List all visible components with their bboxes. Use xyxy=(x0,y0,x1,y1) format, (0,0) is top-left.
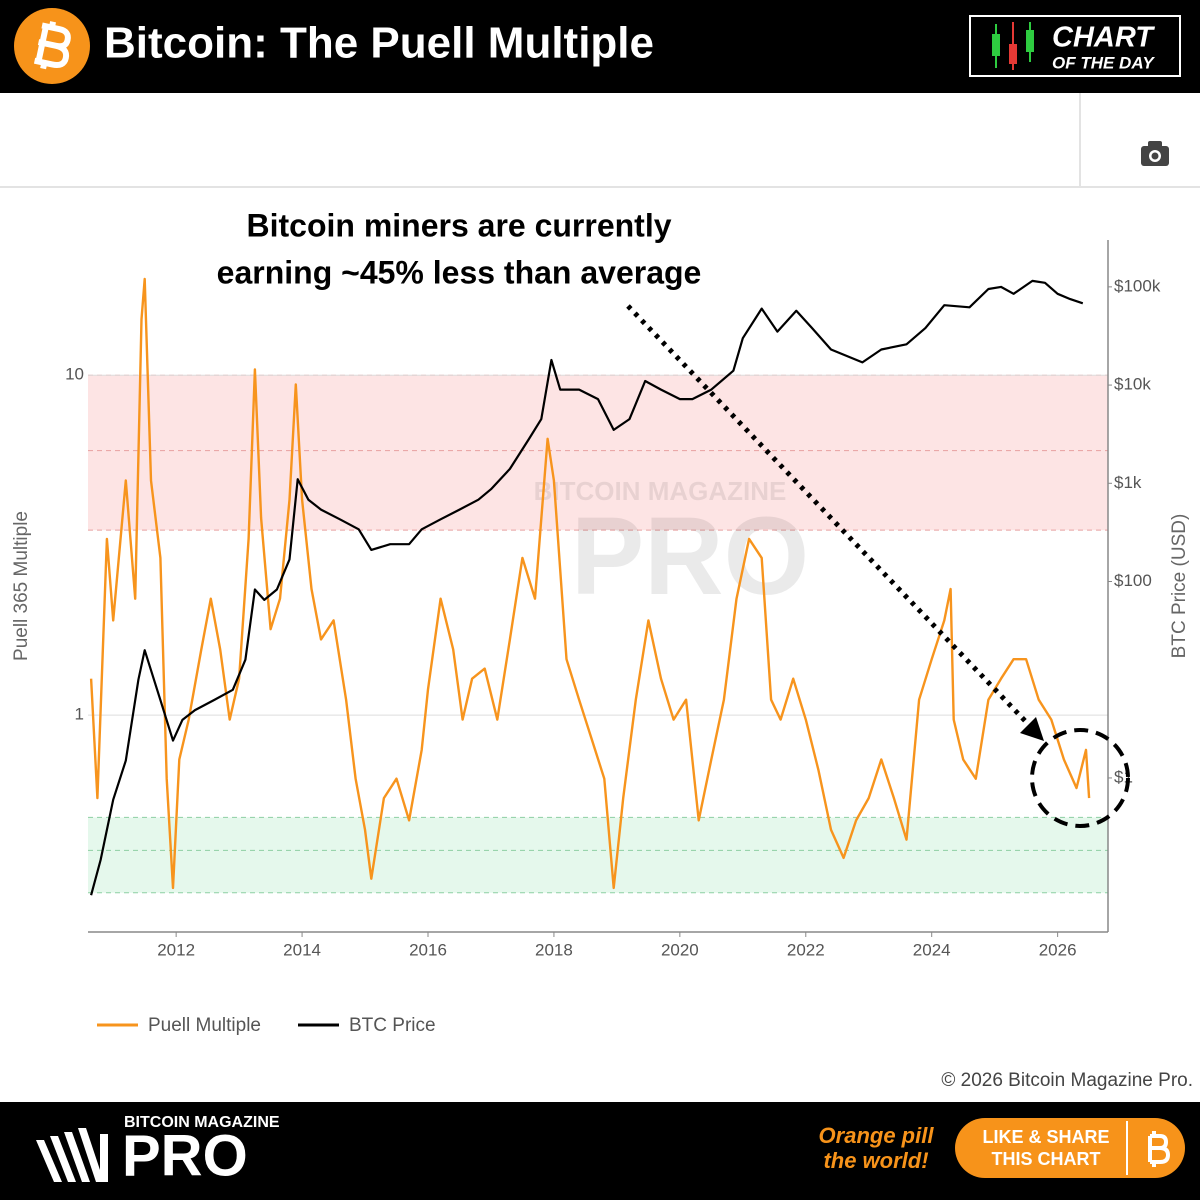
watermark: PRO xyxy=(571,495,809,618)
share-button[interactable]: LIKE & SHARE THIS CHART xyxy=(955,1118,1185,1178)
camera-button[interactable] xyxy=(1141,141,1169,166)
watermark: BITCOIN MAGAZINE xyxy=(534,476,787,506)
candles-icon xyxy=(992,22,1034,70)
badge-subtitle: OF THE DAY xyxy=(1052,53,1155,72)
copyright: © 2026 Bitcoin Magazine Pro. xyxy=(941,1070,1193,1091)
button-text: THIS CHART xyxy=(992,1149,1101,1169)
annotation: Bitcoin miners are currently xyxy=(246,207,671,243)
series-line xyxy=(89,277,1091,890)
button-text: LIKE & SHARE xyxy=(982,1127,1109,1147)
legend-label: Puell Multiple xyxy=(148,1015,261,1036)
badge-frame xyxy=(969,15,1181,77)
x-tick-label: 2012 xyxy=(157,940,195,959)
x-tick-label: 2014 xyxy=(283,940,321,959)
y2-axis-title: BTC Price (USD) xyxy=(1169,514,1190,659)
y-axis-title: Puell 365 Multiple xyxy=(11,511,32,661)
annotation: earning ~45% less than average xyxy=(217,254,702,290)
brand-stripes xyxy=(36,1128,108,1182)
y2-tick-label: $1 xyxy=(1114,767,1133,786)
x-tick-label: 2026 xyxy=(1039,940,1077,959)
brand: PRO xyxy=(122,1123,248,1188)
zone-band xyxy=(88,817,1108,893)
legend-label: BTC Price xyxy=(349,1015,436,1036)
x-tick-label: 2024 xyxy=(913,940,951,959)
y2-tick-label: $10k xyxy=(1114,375,1151,394)
x-tick-label: 2018 xyxy=(535,940,573,959)
x-tick-label: 2016 xyxy=(409,940,447,959)
y2-tick-label: $100 xyxy=(1114,571,1152,590)
slogan-line: the world! xyxy=(823,1148,928,1173)
slogan-line: Orange pill xyxy=(819,1123,935,1148)
brand-top: BITCOIN MAGAZINE xyxy=(124,1114,280,1131)
y2-tick-label: $1k xyxy=(1114,473,1142,492)
y2-tick-label: $100k xyxy=(1114,276,1161,295)
badge-title: CHART xyxy=(1052,22,1155,54)
bitcoin-logo xyxy=(14,8,90,84)
arrow-head xyxy=(1020,717,1044,741)
x-tick-label: 2020 xyxy=(661,940,699,959)
y-tick-label: 10 xyxy=(65,365,84,384)
y-tick-label: 1 xyxy=(75,705,84,724)
header-title: Bitcoin: The Puell Multiple xyxy=(104,19,654,68)
series-line xyxy=(90,279,1084,896)
annotation-arrow xyxy=(626,304,1032,728)
highlight-circle xyxy=(1030,728,1130,828)
x-tick-label: 2022 xyxy=(787,940,825,959)
